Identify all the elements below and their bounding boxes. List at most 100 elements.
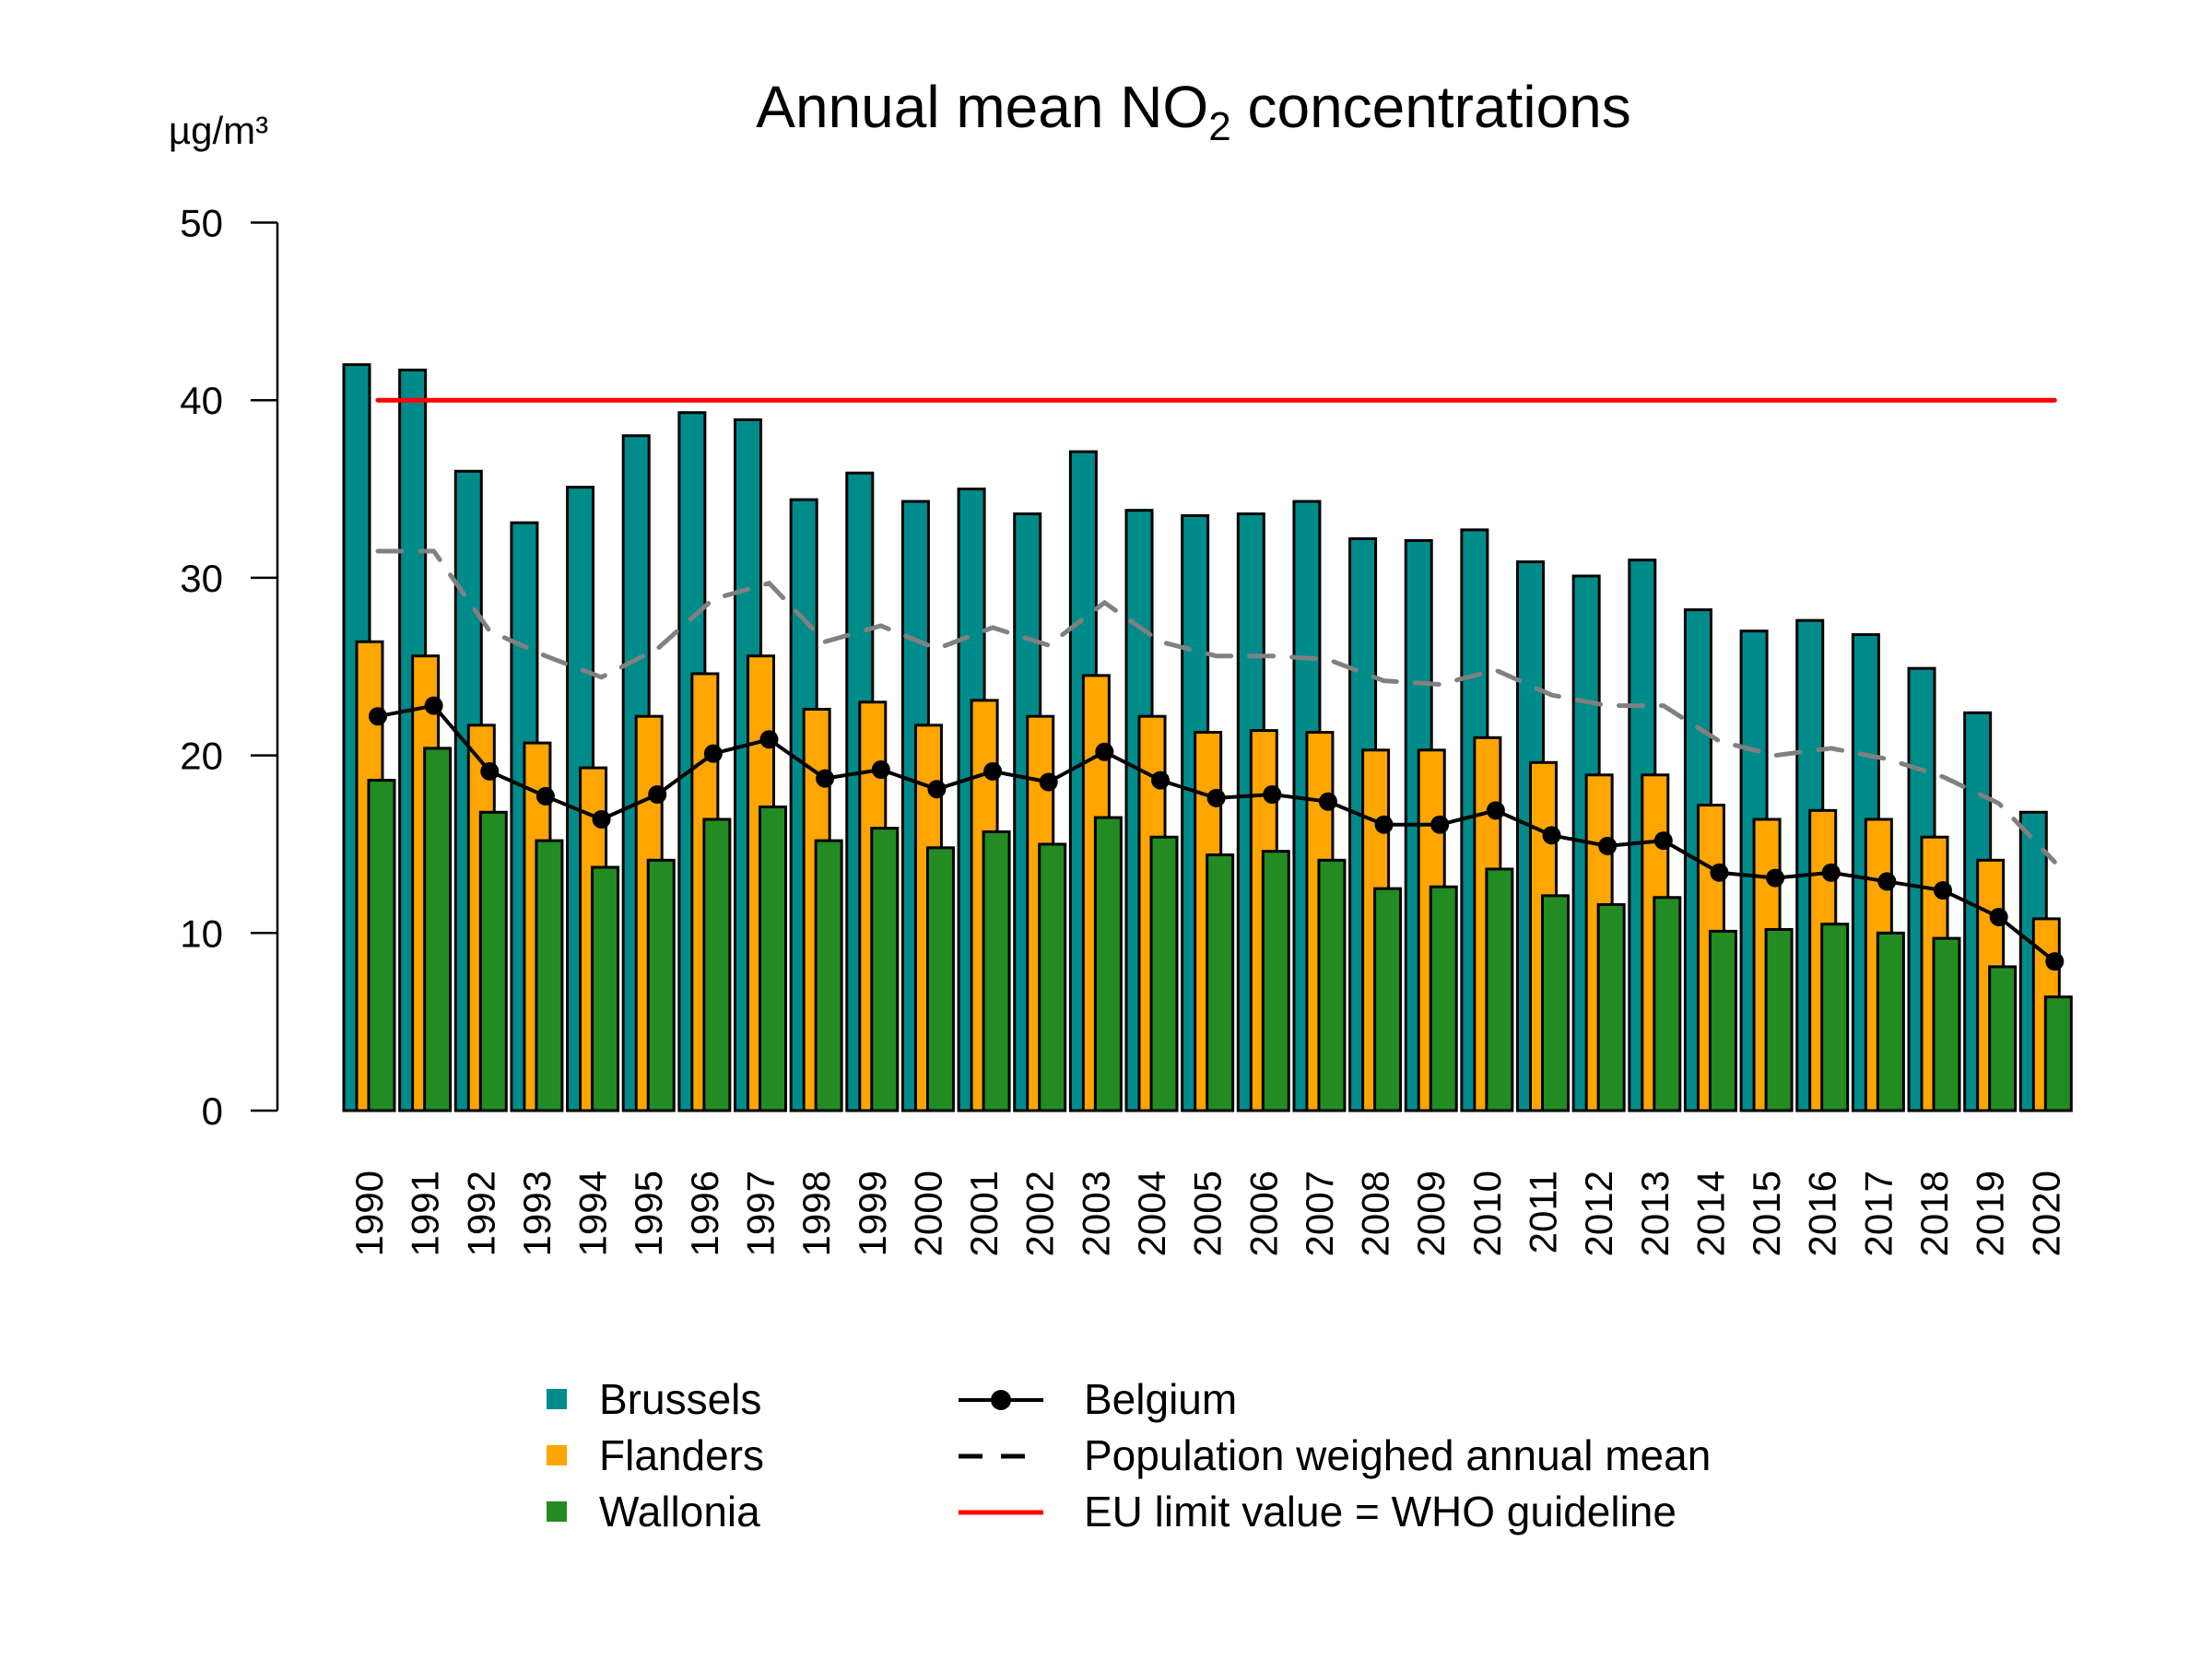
bar-wallonia-2018	[1932, 936, 1961, 1112]
x-tick-label: 2008	[1354, 1171, 1397, 1256]
belgium-point-1995	[648, 784, 667, 804]
belgium-point-2011	[1542, 826, 1561, 845]
belgium-point-1994	[592, 809, 611, 829]
belgium-point-2014	[1710, 863, 1729, 882]
belgium-point-2005	[1206, 788, 1226, 807]
x-tick-label: 2012	[1577, 1171, 1620, 1256]
x-tick-label: 2013	[1633, 1171, 1677, 1256]
belgium-point-2013	[1653, 831, 1673, 851]
belgium-point-2017	[1877, 872, 1897, 891]
x-tick-label: 2004	[1130, 1171, 1173, 1256]
x-tick-label: 2015	[1745, 1171, 1788, 1256]
x-tick-label: 2018	[1912, 1171, 1956, 1256]
bar-wallonia-2005	[1206, 853, 1235, 1112]
legend-label: EU limit value = WHO guideline	[1084, 1488, 1677, 1535]
bar-wallonia-2019	[1988, 965, 2018, 1112]
belgium-point-2007	[1318, 792, 1337, 811]
x-axis-labels: 1990 1991 1992 1993 1994 1995 1996 1997 1998 1999…	[347, 1171, 2067, 1256]
bar-wallonia-2009	[1429, 885, 1458, 1112]
legend-swatch-brussels	[547, 1389, 567, 1409]
x-tick-label: 1998	[794, 1171, 838, 1256]
x-tick-label: 1991	[404, 1171, 447, 1256]
y-tick-label: 20	[180, 735, 223, 778]
bar-wallonia-2004	[1149, 835, 1179, 1112]
belgium-point-2000	[927, 780, 947, 799]
chart-title: Annual mean NO2 concentrations	[756, 74, 1630, 149]
bar-wallonia-2010	[1485, 867, 1514, 1112]
x-tick-label: 2000	[906, 1171, 949, 1256]
legend-swatch-flanders	[547, 1445, 567, 1465]
belgium-point-1997	[759, 730, 779, 749]
belgium-point-2008	[1374, 815, 1394, 834]
x-tick-label: 2011	[1522, 1171, 1565, 1253]
legend-label: Flanders	[599, 1431, 764, 1479]
belgium-point-2018	[1934, 881, 1953, 900]
legend-belgium-point	[991, 1390, 1011, 1410]
y-axis: 0 10 20 30 40 50	[180, 202, 279, 1133]
x-tick-label: 2001	[962, 1171, 1006, 1256]
bar-wallonia-2002	[1038, 842, 1067, 1112]
y-tick-label: 0	[202, 1089, 223, 1133]
y-axis-label: µg/m³	[169, 109, 268, 152]
bar-wallonia-2003	[1093, 816, 1123, 1112]
legend-label: Belgium	[1084, 1375, 1237, 1423]
bar-wallonia-2001	[982, 830, 1011, 1112]
belgium-point-2012	[1598, 836, 1618, 855]
x-tick-label: 2017	[1856, 1171, 1900, 1256]
belgium-point-1996	[703, 744, 723, 763]
x-tick-label: 2009	[1409, 1171, 1453, 1256]
x-tick-label: 2005	[1186, 1171, 1230, 1256]
belgium-point-1993	[535, 786, 555, 806]
x-tick-label: 1995	[627, 1171, 670, 1256]
legend-label: Population weighed annual mean	[1084, 1431, 1711, 1479]
legend-label: Wallonia	[599, 1488, 760, 1535]
bar-wallonia-2015	[1764, 927, 1794, 1112]
belgium-point-2002	[1039, 772, 1058, 792]
x-tick-label: 1990	[347, 1171, 391, 1256]
bar-wallonia-2014	[1708, 929, 1737, 1112]
x-tick-label: 2016	[1801, 1171, 1844, 1256]
legend: Brussels Flanders Wallonia Belgium Populatio…	[547, 1375, 1711, 1535]
x-tick-label: 2007	[1298, 1171, 1341, 1256]
bars	[342, 363, 2073, 1112]
belgium-point-2016	[1821, 863, 1841, 882]
x-tick-label: 1992	[459, 1171, 502, 1256]
bar-wallonia-2011	[1541, 894, 1571, 1112]
belgium-point-2001	[983, 761, 1003, 781]
x-tick-label: 1999	[851, 1171, 894, 1256]
belgium-point-2006	[1263, 784, 1282, 804]
bar-wallonia-1993	[535, 839, 564, 1112]
bar-wallonia-2000	[925, 846, 955, 1112]
x-tick-label: 2010	[1465, 1171, 1509, 1256]
y-tick-label: 10	[180, 912, 223, 955]
x-tick-label: 2014	[1688, 1171, 1732, 1256]
x-tick-label: 1994	[571, 1171, 615, 1256]
belgium-point-1998	[816, 769, 835, 788]
bar-wallonia-2017	[1876, 931, 1905, 1112]
legend-label: Brussels	[599, 1375, 761, 1423]
x-tick-label: 1993	[515, 1171, 559, 1256]
bar-wallonia-1992	[478, 810, 508, 1112]
bar-wallonia-2020	[2043, 995, 2073, 1112]
belgium-point-2003	[1095, 742, 1114, 761]
belgium-point-1992	[480, 761, 500, 781]
bar-wallonia-2006	[1261, 850, 1290, 1112]
bar-wallonia-2013	[1653, 896, 1682, 1112]
x-tick-label: 2019	[1969, 1171, 2012, 1256]
belgium-point-2020	[2045, 952, 2065, 971]
bar-wallonia-2007	[1317, 858, 1347, 1112]
y-tick-label: 40	[180, 379, 223, 422]
belgium-point-2004	[1151, 771, 1171, 790]
belgium-point-2010	[1486, 801, 1505, 820]
bar-wallonia-2012	[1596, 902, 1626, 1112]
population-weighted-line	[375, 548, 2057, 865]
bar-wallonia-1997	[759, 805, 788, 1112]
x-tick-label: 2020	[2024, 1171, 2067, 1256]
x-tick-label: 1997	[739, 1171, 782, 1256]
belgium-point-1991	[424, 696, 443, 715]
x-tick-label: 1996	[683, 1171, 726, 1256]
bar-wallonia-2016	[1820, 923, 1850, 1112]
legend-swatch-wallonia	[547, 1501, 567, 1522]
bar-wallonia-1996	[702, 818, 732, 1112]
